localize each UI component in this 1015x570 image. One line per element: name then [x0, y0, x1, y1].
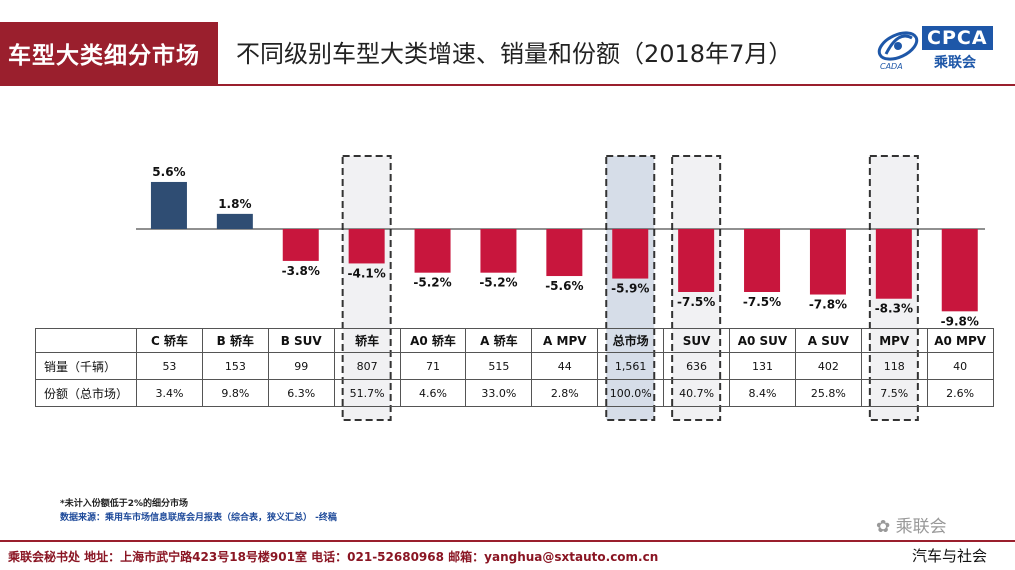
table-cell: 636 — [663, 352, 731, 380]
bar-2 — [282, 229, 319, 261]
column-header-7: 总市场 — [597, 328, 665, 353]
value-label-10: -7.8% — [809, 298, 847, 312]
table-cell: 515 — [465, 352, 533, 380]
column-header-10: A SUV — [794, 328, 862, 353]
table-row: 份额（总市场） 3.4% 9.8% 6.3% 51.7% 4.6% 33.0% 2.8% 100… — [35, 379, 994, 407]
value-label-5: -5.2% — [479, 276, 517, 290]
value-label-11: -8.3% — [875, 302, 913, 316]
footnote: *未计入份额低于2%的细分市场 — [60, 499, 188, 509]
bar-4 — [414, 229, 451, 273]
table-cell: 131 — [729, 352, 796, 380]
table-cell: 51.7% — [333, 379, 401, 407]
table-cell: 402 — [794, 352, 862, 380]
table-cell: 71 — [399, 352, 467, 380]
value-label-0: 5.6% — [152, 165, 185, 179]
bar-12 — [941, 229, 978, 312]
bar-5 — [480, 229, 517, 273]
table-cell: 118 — [860, 352, 928, 380]
cpca-logo: CPCA 乘联会 CADA — [876, 22, 1006, 74]
footer: 乘联会秘书处 地址：上海市武宁路423号18号楼901室 电话：021-5268… — [0, 540, 1015, 570]
watermark-text: 乘联会 — [895, 517, 947, 537]
bar-1 — [216, 213, 253, 229]
data-source: 数据来源：乘用车市场信息联席会月报表（综合表，狭义汇总） -终稿 — [60, 513, 337, 523]
value-label-6: -5.6% — [545, 279, 583, 293]
notes: *未计入份额低于2%的细分市场 数据来源：乘用车市场信息联席会月报表（综合表，狭… — [60, 497, 337, 525]
value-label-9: -7.5% — [743, 295, 781, 309]
row-label: 份额（总市场） — [35, 379, 137, 407]
watermark-source: 汽车与社会 — [912, 547, 988, 565]
table-cell: 44 — [531, 352, 599, 380]
table-corner-cell — [35, 328, 137, 353]
value-label-3: -4.1% — [348, 266, 386, 280]
column-header-6: A MPV — [531, 328, 599, 353]
table-cell: 25.8% — [794, 379, 862, 407]
bar-0 — [150, 181, 187, 229]
footer-divider — [0, 540, 1015, 542]
table-cell: 1,561 — [597, 352, 665, 380]
table-row: 销量（千辆） 53 153 99 807 71 515 44 1,561 636 131 402 118… — [35, 352, 994, 380]
value-label-7: -5.9% — [611, 282, 649, 296]
logo-brand-sub: CADA — [880, 62, 903, 71]
bar-8 — [678, 229, 715, 292]
table-cell: 2.8% — [531, 379, 599, 407]
wechat-icon: ✿ — [876, 517, 896, 537]
section-tab: 车型大类细分市场 — [0, 22, 218, 84]
column-header-1: B 轿车 — [201, 328, 269, 353]
header: 车型大类细分市场 不同级别车型大类增速、销量和份额（2018年7月） CPCA … — [0, 0, 1015, 84]
column-header-3: 轿车 — [333, 328, 401, 353]
column-header-5: A 轿车 — [465, 328, 533, 353]
bar-9 — [744, 229, 781, 292]
bar-11 — [875, 229, 912, 299]
table-cell: 2.6% — [926, 379, 994, 407]
value-label-2: -3.8% — [282, 264, 320, 278]
footer-contact: 乘联会秘书处 地址：上海市武宁路423号18号楼901室 电话：021-5268… — [8, 550, 659, 564]
column-header-11: MPV — [860, 328, 928, 353]
column-header-4: A0 轿车 — [399, 328, 467, 353]
value-label-4: -5.2% — [413, 276, 451, 290]
value-label-8: -7.5% — [677, 295, 715, 309]
table-cell: 8.4% — [729, 379, 796, 407]
watermark-wechat: ✿ 乘联会 — [876, 512, 947, 537]
table-header-row: C 轿车 B 轿车 B SUV 轿车 A0 轿车 A 轿车 A MPV 总市场 SUV A0 SU… — [35, 328, 994, 353]
bar-10 — [809, 229, 846, 295]
bar-3 — [348, 229, 385, 264]
row-label: 销量（千辆） — [35, 352, 137, 380]
value-label-1: 1.8% — [218, 197, 251, 211]
header-divider — [0, 84, 1015, 86]
column-header-12: A0 MPV — [926, 328, 994, 353]
table-cell: 99 — [267, 352, 335, 380]
page-title: 不同级别车型大类增速、销量和份额（2018年7月） — [236, 40, 793, 68]
table-cell: 40 — [926, 352, 994, 380]
table-cell: 153 — [201, 352, 269, 380]
bar-7 — [612, 229, 649, 279]
table-cell: 33.0% — [465, 379, 533, 407]
table-cell: 7.5% — [860, 379, 928, 407]
value-label-12: -9.8% — [941, 314, 979, 328]
table-cell: 4.6% — [399, 379, 467, 407]
table-cell: 3.4% — [136, 379, 203, 407]
column-header-2: B SUV — [267, 328, 335, 353]
table-cell: 40.7% — [663, 379, 731, 407]
table-cell: 6.3% — [267, 379, 335, 407]
table-cell: 807 — [333, 352, 401, 380]
logo-brand-cn: 乘联会 — [934, 55, 976, 71]
table-cell: 53 — [136, 352, 203, 380]
sales-share-table: C 轿车 B 轿车 B SUV 轿车 A0 轿车 A 轿车 A MPV 总市场 SUV A0 SU… — [35, 328, 994, 407]
column-header-8: SUV — [663, 328, 731, 353]
table-cell: 9.8% — [201, 379, 269, 407]
table-cell: 100.0% — [597, 379, 665, 407]
logo-brand: CPCA — [922, 26, 993, 50]
bar-6 — [546, 229, 583, 277]
column-header-9: A0 SUV — [729, 328, 796, 353]
column-header-0: C 轿车 — [136, 328, 203, 353]
logo-swoosh-icon — [877, 31, 919, 61]
